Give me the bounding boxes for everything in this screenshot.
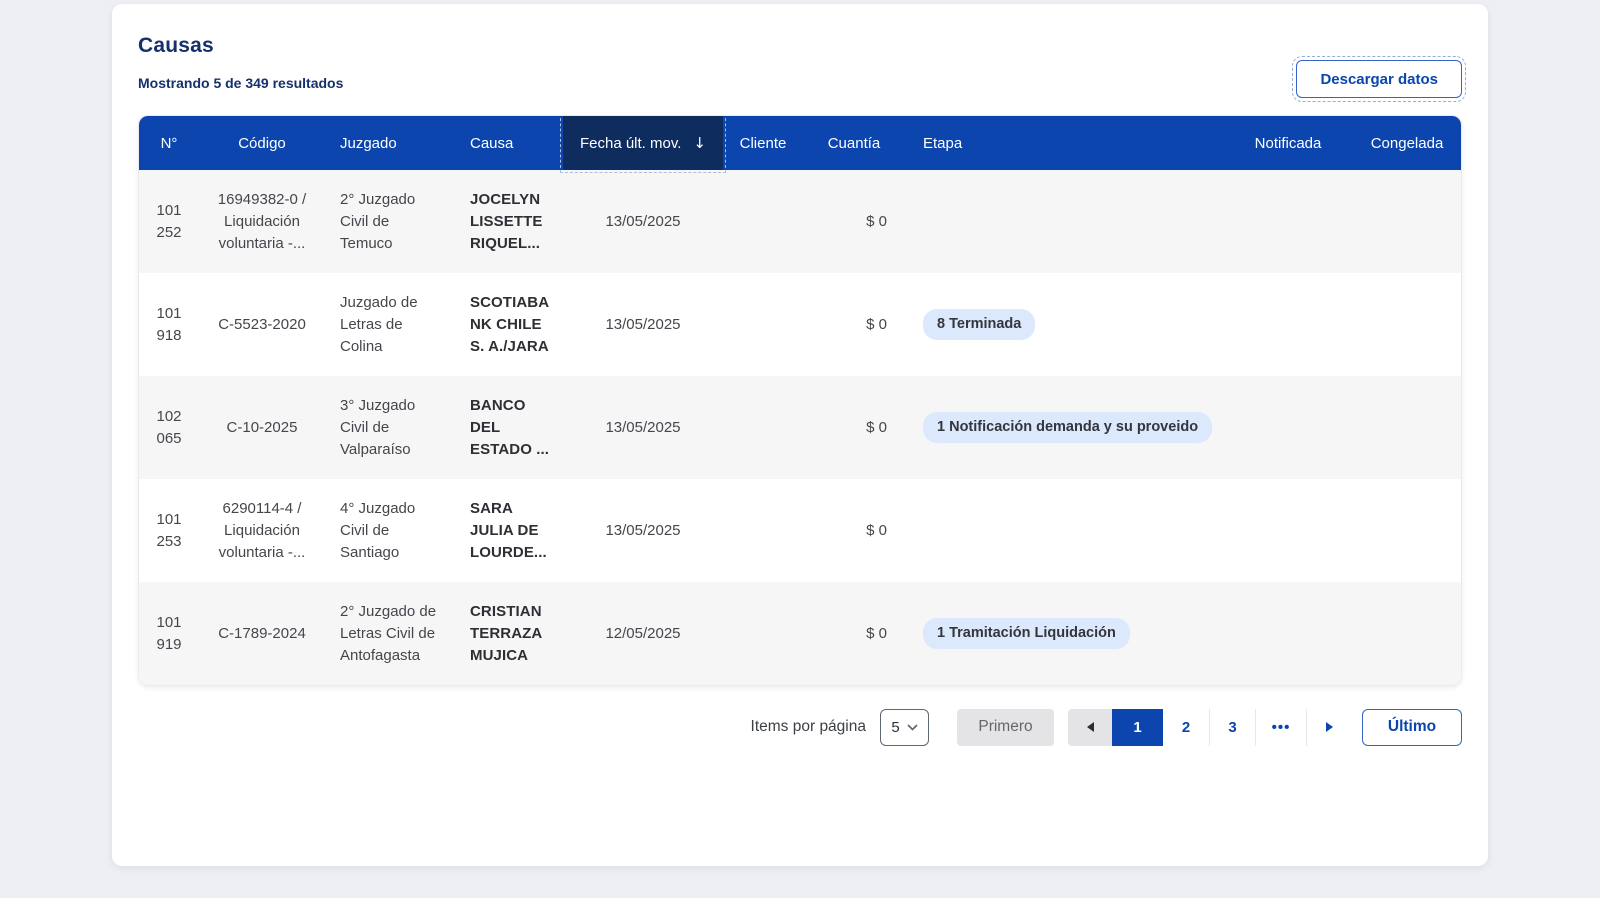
cell-cuantia: $ 0 <box>803 197 905 247</box>
sort-descending-icon: ↓ <box>693 134 706 152</box>
table-row[interactable]: 101 918 C-5523-2020 Juzgado de Letras de… <box>139 273 1461 376</box>
table-header-row: N° Código Juzgado Causa Fecha últ. mov. … <box>139 116 1461 170</box>
cell-numero: 101 253 <box>139 495 199 567</box>
column-header-congelada[interactable]: Congelada <box>1353 116 1461 170</box>
chevron-down-icon <box>907 724 918 731</box>
cell-etapa: 1 Notificación demanda y su proveido <box>905 398 1223 457</box>
etapa-status-badge: 1 Tramitación Liquidación <box>923 618 1130 649</box>
causas-table: N° Código Juzgado Causa Fecha últ. mov. … <box>138 115 1462 686</box>
page-title: Causas <box>138 34 1462 58</box>
table-row[interactable]: 101 252 16949382-0 / Liquidación volunta… <box>139 170 1461 273</box>
cell-codigo: C-5523-2020 <box>199 300 325 350</box>
causas-panel: Causas Mostrando 5 de 349 resultados Des… <box>112 4 1488 866</box>
last-page-button[interactable]: Último <box>1362 709 1462 746</box>
page-button-1[interactable]: 1 <box>1112 709 1163 746</box>
cell-cliente <box>723 620 803 648</box>
cell-etapa <box>905 517 1223 545</box>
page-button-2[interactable]: 2 <box>1163 709 1209 746</box>
cell-notificada <box>1223 208 1353 236</box>
cell-causa: SCOTIABA NK CHILE S. A./JARA <box>455 278 563 372</box>
table-row[interactable]: 101 919 C-1789-2024 2° Juzgado de Letras… <box>139 582 1461 685</box>
cell-juzgado: 4° Juzgado Civil de Santiago <box>325 484 455 578</box>
column-header-cuantia[interactable]: Cuantía <box>803 116 905 170</box>
cell-etapa <box>905 208 1223 236</box>
page-selector: 1 2 3 ••• <box>1068 709 1352 746</box>
items-per-page-label: Items por página <box>751 718 866 736</box>
cell-codigo: C-10-2025 <box>199 403 325 453</box>
pagination-bar: Items por página 5 Primero 1 2 3 ••• Últ… <box>138 708 1462 746</box>
column-header-causa[interactable]: Causa <box>455 116 563 170</box>
table-row[interactable]: 102 065 C-10-2025 3° Juzgado Civil de Va… <box>139 376 1461 479</box>
cell-numero: 101 252 <box>139 186 199 258</box>
cell-notificada <box>1223 517 1353 545</box>
column-header-etapa[interactable]: Etapa <box>905 116 1223 170</box>
column-header-label: Fecha últ. mov. <box>580 135 681 152</box>
cell-juzgado: 2° Juzgado de Letras Civil de Antofagast… <box>325 587 455 681</box>
etapa-status-badge: 1 Notificación demanda y su proveido <box>923 412 1212 443</box>
first-page-button[interactable]: Primero <box>957 709 1054 746</box>
cell-causa: SARA JULIA DE LOURDE... <box>455 484 563 578</box>
cell-cliente <box>723 208 803 236</box>
cell-juzgado: Juzgado de Letras de Colina <box>325 278 455 372</box>
items-per-page-value: 5 <box>891 719 899 736</box>
cell-numero: 102 065 <box>139 392 199 464</box>
cell-congelada <box>1353 620 1461 648</box>
cell-numero: 101 918 <box>139 289 199 361</box>
cell-fecha: 13/05/2025 <box>563 403 723 453</box>
table-row[interactable]: 101 253 6290114-4 / Liquidación voluntar… <box>139 479 1461 582</box>
download-data-button[interactable]: Descargar datos <box>1296 60 1462 98</box>
page-button-3[interactable]: 3 <box>1209 709 1255 746</box>
etapa-status-badge: 8 Terminada <box>923 309 1035 340</box>
cell-cuantia: $ 0 <box>803 300 905 350</box>
cell-cuantia: $ 0 <box>803 506 905 556</box>
cell-juzgado: 3° Juzgado Civil de Valparaíso <box>325 381 455 475</box>
results-summary: Mostrando 5 de 349 resultados <box>138 75 1462 91</box>
cell-notificada <box>1223 414 1353 442</box>
cell-codigo: 6290114-4 / Liquidación voluntaria -... <box>199 484 325 578</box>
cell-congelada <box>1353 517 1461 545</box>
items-per-page-select[interactable]: 5 <box>880 709 929 746</box>
cell-cliente <box>723 311 803 339</box>
cell-congelada <box>1353 414 1461 442</box>
column-header-fecha-ult-mov[interactable]: Fecha últ. mov. ↓ <box>563 116 723 170</box>
cell-cliente <box>723 414 803 442</box>
cell-fecha: 12/05/2025 <box>563 609 723 659</box>
cell-cuantia: $ 0 <box>803 403 905 453</box>
cell-causa: JOCELYN LISSETTE RIQUEL... <box>455 175 563 269</box>
cell-numero: 101 919 <box>139 598 199 670</box>
column-header-juzgado[interactable]: Juzgado <box>325 116 455 170</box>
next-page-button[interactable] <box>1306 709 1352 746</box>
cell-etapa: 8 Terminada <box>905 295 1223 354</box>
cell-fecha: 13/05/2025 <box>563 300 723 350</box>
cell-etapa: 1 Tramitación Liquidación <box>905 604 1223 663</box>
cell-notificada <box>1223 311 1353 339</box>
cell-fecha: 13/05/2025 <box>563 506 723 556</box>
cell-juzgado: 2° Juzgado Civil de Temuco <box>325 175 455 269</box>
cell-congelada <box>1353 311 1461 339</box>
pages-ellipsis[interactable]: ••• <box>1255 709 1306 746</box>
cell-causa: BANCO DEL ESTADO ... <box>455 381 563 475</box>
cell-cuantia: $ 0 <box>803 609 905 659</box>
cell-causa: CRISTIAN TERRAZA MUJICA <box>455 587 563 681</box>
arrow-left-icon <box>1087 722 1094 732</box>
cell-codigo: 16949382-0 / Liquidación voluntaria -... <box>199 175 325 269</box>
cell-cliente <box>723 517 803 545</box>
previous-page-button[interactable] <box>1068 709 1112 746</box>
cell-notificada <box>1223 620 1353 648</box>
cell-codigo: C-1789-2024 <box>199 609 325 659</box>
column-header-cliente[interactable]: Cliente <box>723 116 803 170</box>
column-header-notificada[interactable]: Notificada <box>1223 116 1353 170</box>
cell-fecha: 13/05/2025 <box>563 197 723 247</box>
column-header-numero[interactable]: N° <box>139 116 199 170</box>
arrow-right-icon <box>1326 722 1333 732</box>
cell-congelada <box>1353 208 1461 236</box>
column-header-codigo[interactable]: Código <box>199 116 325 170</box>
